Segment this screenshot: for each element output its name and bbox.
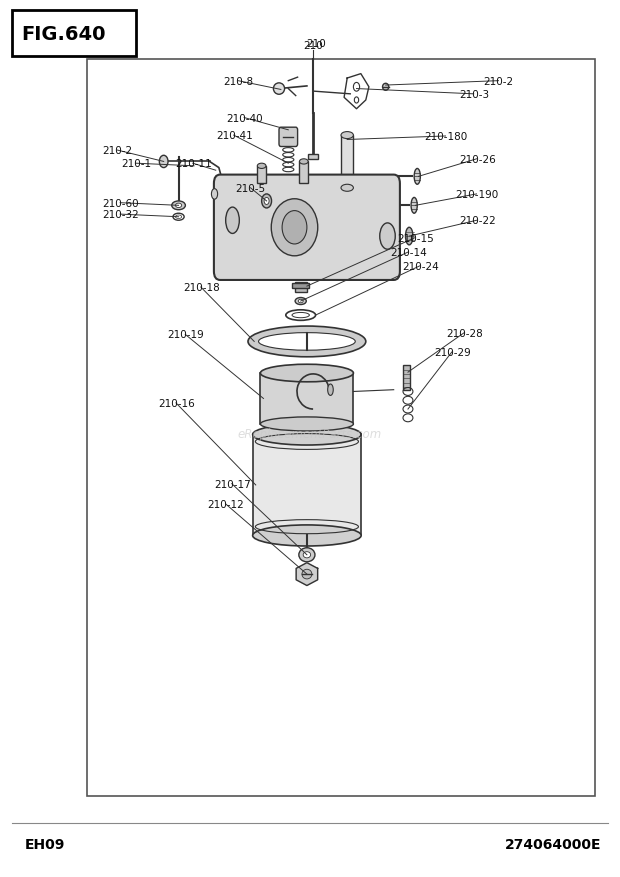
Ellipse shape	[405, 228, 413, 246]
FancyBboxPatch shape	[279, 128, 298, 147]
Text: 210-12: 210-12	[208, 499, 244, 510]
Text: 210-1: 210-1	[121, 159, 151, 169]
Text: 210-190: 210-190	[456, 189, 499, 200]
Bar	[299, 162, 308, 184]
Text: 210-180: 210-180	[425, 132, 468, 142]
Ellipse shape	[379, 224, 396, 250]
Text: 210-5: 210-5	[236, 183, 266, 194]
Text: 210-19: 210-19	[167, 330, 204, 340]
Ellipse shape	[295, 298, 306, 305]
Text: 210-15: 210-15	[397, 233, 433, 244]
Text: 274064000E: 274064000E	[505, 837, 601, 851]
Ellipse shape	[341, 185, 353, 192]
Text: 210-24: 210-24	[402, 261, 438, 272]
Bar	[403, 366, 410, 390]
Ellipse shape	[414, 169, 420, 185]
Bar	[292, 284, 309, 289]
Ellipse shape	[341, 132, 353, 139]
Text: 210-41: 210-41	[216, 131, 252, 141]
Text: 210-60: 210-60	[102, 198, 139, 209]
Ellipse shape	[260, 365, 353, 382]
Text: EH09: EH09	[25, 837, 65, 851]
Bar	[260, 374, 353, 424]
Bar	[257, 167, 266, 184]
Text: 210-40: 210-40	[226, 113, 263, 124]
Ellipse shape	[173, 214, 184, 221]
Ellipse shape	[282, 211, 307, 245]
Text: 210: 210	[303, 40, 323, 51]
Text: 210-26: 210-26	[459, 154, 495, 165]
Ellipse shape	[211, 189, 218, 200]
Ellipse shape	[175, 203, 182, 209]
Text: FIG.640: FIG.640	[22, 25, 106, 44]
Text: 210-2: 210-2	[102, 146, 133, 156]
Text: 210-29: 210-29	[434, 347, 471, 358]
Text: eReplacementParts.com: eReplacementParts.com	[238, 428, 382, 440]
Text: 210: 210	[306, 39, 326, 49]
Text: 210-2: 210-2	[484, 76, 514, 87]
Ellipse shape	[299, 160, 308, 165]
Ellipse shape	[253, 424, 361, 446]
Ellipse shape	[264, 198, 269, 205]
Ellipse shape	[355, 98, 359, 104]
Ellipse shape	[298, 300, 303, 303]
Bar	[12, 11, 136, 57]
Text: 210-28: 210-28	[446, 328, 483, 339]
Ellipse shape	[226, 208, 239, 234]
Bar	[87, 60, 595, 796]
Ellipse shape	[411, 198, 417, 214]
Bar	[341, 136, 353, 189]
Text: 210-3: 210-3	[459, 89, 489, 100]
Ellipse shape	[262, 195, 272, 209]
Bar	[253, 435, 361, 536]
Text: 210-22: 210-22	[459, 216, 495, 226]
Bar	[294, 282, 307, 293]
Ellipse shape	[302, 570, 312, 580]
Bar	[308, 154, 318, 160]
Ellipse shape	[353, 83, 360, 92]
Ellipse shape	[383, 84, 389, 91]
Ellipse shape	[272, 200, 317, 256]
Ellipse shape	[159, 156, 168, 168]
Ellipse shape	[253, 525, 361, 546]
Text: 210-32: 210-32	[102, 210, 139, 220]
Ellipse shape	[273, 83, 285, 95]
Ellipse shape	[303, 553, 311, 559]
Polygon shape	[296, 563, 317, 586]
Ellipse shape	[172, 202, 185, 210]
Text: 210-16: 210-16	[158, 398, 195, 409]
Ellipse shape	[259, 333, 355, 351]
Ellipse shape	[257, 164, 266, 169]
Text: 210-8: 210-8	[223, 76, 254, 87]
Text: 210-17: 210-17	[214, 479, 250, 489]
Ellipse shape	[299, 548, 315, 562]
Ellipse shape	[175, 216, 182, 219]
Text: 210-18: 210-18	[183, 282, 219, 293]
FancyBboxPatch shape	[214, 175, 400, 281]
Ellipse shape	[260, 417, 353, 431]
Ellipse shape	[248, 327, 366, 358]
Text: 210-14: 210-14	[391, 247, 427, 258]
Ellipse shape	[327, 384, 334, 396]
Text: 210-11: 210-11	[175, 159, 211, 169]
